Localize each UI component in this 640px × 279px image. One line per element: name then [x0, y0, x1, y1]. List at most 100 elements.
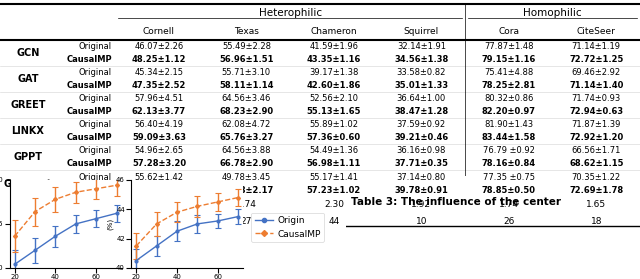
Text: 27: 27: [241, 217, 252, 226]
Text: 35.01±1.33: 35.01±1.33: [394, 81, 449, 90]
Text: 68.23±2.90: 68.23±2.90: [220, 107, 273, 116]
Text: 77.35 ±0.75: 77.35 ±0.75: [483, 172, 535, 182]
Text: CiteSeer: CiteSeer: [577, 27, 616, 36]
Text: IMP(%): IMP(%): [81, 200, 112, 209]
Text: CausalMP: CausalMP: [67, 160, 112, 169]
Text: Original: Original: [79, 121, 112, 129]
Text: GCN: GCN: [16, 49, 40, 58]
Text: CausalMP: CausalMP: [67, 56, 112, 64]
Text: Table 3: The influence of the center: Table 3: The influence of the center: [351, 196, 561, 206]
Text: 55.17±1.41: 55.17±1.41: [309, 172, 358, 182]
Text: 66.56±1.71: 66.56±1.71: [572, 146, 621, 155]
Text: 78.25±2.81: 78.25±2.81: [482, 81, 536, 90]
Text: 81.90±1.43: 81.90±1.43: [484, 121, 533, 129]
Text: 80.32±0.86: 80.32±0.86: [484, 95, 534, 104]
Text: GREET: GREET: [10, 100, 45, 110]
Text: 54.96±2.65: 54.96±2.65: [134, 146, 184, 155]
Text: GPPT: GPPT: [13, 153, 42, 162]
Text: 20: 20: [153, 217, 164, 226]
Text: 62.08±4.72: 62.08±4.72: [222, 121, 271, 129]
Text: Original: Original: [79, 42, 112, 51]
Text: 78.85±0.50: 78.85±0.50: [482, 186, 536, 194]
Text: 59.09±3.63: 59.09±3.63: [132, 133, 186, 143]
Text: 76.79 ±0.92: 76.79 ±0.92: [483, 146, 535, 155]
Text: 36.16±0.98: 36.16±0.98: [397, 146, 446, 155]
Text: 71.74±0.93: 71.74±0.93: [572, 95, 621, 104]
Text: 2.82: 2.82: [149, 200, 169, 209]
Text: 41.59±1.96: 41.59±1.96: [309, 42, 358, 51]
Text: 79.15±1.16: 79.15±1.16: [482, 56, 536, 64]
Text: 45.34±2.15: 45.34±2.15: [134, 68, 184, 78]
Text: CausalMP: CausalMP: [67, 186, 112, 194]
Text: 39.17±1.38: 39.17±1.38: [309, 68, 358, 78]
Text: 68.62±1.15: 68.62±1.15: [569, 160, 623, 169]
Text: 26: 26: [503, 217, 515, 226]
Text: 1.92: 1.92: [412, 200, 431, 209]
Text: 71.14±1.19: 71.14±1.19: [572, 42, 621, 51]
Text: Training ratio (%): Training ratio (%): [34, 217, 112, 226]
Text: Squirrel: Squirrel: [404, 27, 439, 36]
Text: 37.71±0.35: 37.71±0.35: [394, 160, 449, 169]
Text: 46.07±2.26: 46.07±2.26: [134, 42, 184, 51]
Text: 57.23±1.02: 57.23±1.02: [307, 186, 361, 194]
Text: Original: Original: [79, 146, 112, 155]
Text: 72.94±0.63: 72.94±0.63: [569, 107, 623, 116]
Text: 72.69±1.78: 72.69±1.78: [569, 186, 623, 194]
Text: 82.20±0.97: 82.20±0.97: [482, 107, 536, 116]
Text: Chameron: Chameron: [310, 27, 357, 36]
Text: GAT: GAT: [17, 74, 38, 85]
Text: 71.14±1.40: 71.14±1.40: [569, 81, 623, 90]
Text: 36.64±1.00: 36.64±1.00: [397, 95, 446, 104]
Text: 64.56±3.46: 64.56±3.46: [221, 95, 271, 104]
Text: 69.46±2.92: 69.46±2.92: [572, 68, 621, 78]
Text: 71.87±1.39: 71.87±1.39: [572, 121, 621, 129]
Text: 78.16±0.84: 78.16±0.84: [482, 160, 536, 169]
Text: 1.65: 1.65: [586, 200, 606, 209]
Text: 57.36±0.60: 57.36±0.60: [307, 133, 361, 143]
Text: 55.62±1.42: 55.62±1.42: [134, 172, 184, 182]
Text: 43.35±1.16: 43.35±1.16: [307, 56, 361, 64]
Text: 37.59±0.92: 37.59±0.92: [397, 121, 446, 129]
Text: 65.76±3.27: 65.76±3.27: [220, 133, 273, 143]
Text: 10: 10: [415, 217, 427, 226]
Text: 37.14±0.80: 37.14±0.80: [397, 172, 446, 182]
Text: 42.60±1.86: 42.60±1.86: [307, 81, 361, 90]
Text: 38.47±1.28: 38.47±1.28: [394, 107, 449, 116]
Text: 70.35±1.22: 70.35±1.22: [572, 172, 621, 182]
Text: 66.78±2.90: 66.78±2.90: [220, 160, 273, 169]
Text: CausalMP: CausalMP: [67, 81, 112, 90]
Text: 83.44±1.58: 83.44±1.58: [482, 133, 536, 143]
Text: Gprompt: Gprompt: [4, 179, 52, 189]
Text: Homophilic: Homophilic: [524, 8, 582, 18]
Text: 57.96±4.51: 57.96±4.51: [134, 95, 184, 104]
Text: 56.98±1.11: 56.98±1.11: [307, 160, 361, 169]
Text: 39.21±0.46: 39.21±0.46: [394, 133, 449, 143]
Text: 2.74: 2.74: [236, 200, 257, 209]
Text: 72.72±1.25: 72.72±1.25: [569, 56, 623, 64]
Text: Original: Original: [79, 68, 112, 78]
Text: Original: Original: [79, 172, 112, 182]
Text: 1.74: 1.74: [499, 200, 519, 209]
Text: 75.41±4.88: 75.41±4.88: [484, 68, 533, 78]
Text: 59.14±2.42: 59.14±2.42: [132, 186, 186, 194]
Text: 34.56±1.38: 34.56±1.38: [394, 56, 449, 64]
Text: 58.11±1.14: 58.11±1.14: [219, 81, 274, 90]
Text: Original: Original: [79, 95, 112, 104]
Text: 18: 18: [591, 217, 602, 226]
Text: 55.71±3.10: 55.71±3.10: [222, 68, 271, 78]
Text: 55.13±1.65: 55.13±1.65: [307, 107, 361, 116]
Text: 54.49±1.36: 54.49±1.36: [309, 146, 358, 155]
Text: CausalMP: CausalMP: [67, 133, 112, 143]
Text: 55.49±2.28: 55.49±2.28: [222, 42, 271, 51]
Text: 57.28±3.20: 57.28±3.20: [132, 160, 186, 169]
Text: 39.78±0.91: 39.78±0.91: [394, 186, 448, 194]
Text: 77.87±1.48: 77.87±1.48: [484, 42, 534, 51]
Text: 62.13±3.77: 62.13±3.77: [132, 107, 186, 116]
Text: 49.78±3.45: 49.78±3.45: [222, 172, 271, 182]
Text: 52.78±2.17: 52.78±2.17: [220, 186, 273, 194]
Text: 64.56±3.88: 64.56±3.88: [221, 146, 271, 155]
Text: 47.35±2.52: 47.35±2.52: [132, 81, 186, 90]
Text: Texas: Texas: [234, 27, 259, 36]
Text: CausalMP: CausalMP: [67, 107, 112, 116]
Text: 2.30: 2.30: [324, 200, 344, 209]
